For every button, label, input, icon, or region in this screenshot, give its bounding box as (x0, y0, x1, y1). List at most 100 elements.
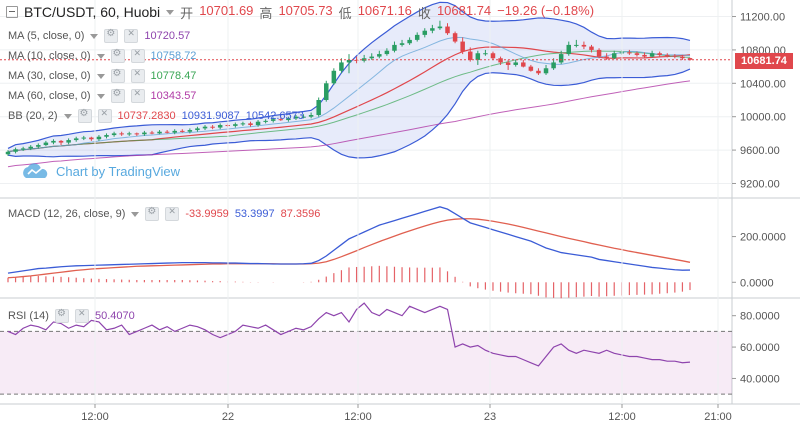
candle-body (28, 146, 33, 149)
candle-body (611, 53, 617, 59)
candle-body (498, 58, 503, 63)
time-axis-label: 12:00 (81, 411, 109, 423)
close-label: 收 (417, 5, 431, 21)
chevron-down-icon[interactable] (166, 9, 175, 15)
macd-line (7, 206, 691, 274)
chevron-down-icon[interactable] (131, 211, 140, 217)
candle-body (414, 34, 420, 40)
rsi-value: 50.4070 (94, 310, 135, 322)
close-icon[interactable] (130, 49, 145, 63)
candle-body (672, 55, 678, 57)
candle-body (490, 53, 496, 59)
candle-body (164, 131, 170, 133)
candle-body (324, 83, 329, 100)
candle-body (58, 140, 64, 143)
ma60-legend[interactable]: MA (60, close, 0) 10343.57 (8, 88, 196, 104)
time-axis-label: 12:00 (344, 411, 372, 423)
ma5-legend[interactable]: MA (5, close, 0) 10720.57 (8, 28, 190, 44)
ma60-value: 10343.57 (150, 90, 197, 102)
candle-body (270, 119, 276, 121)
change-value: −19.26 (−0.18%) (497, 2, 595, 18)
ma30-legend[interactable]: MA (30, close, 0) 10778.47 (8, 68, 196, 84)
last-price-tag: 10681.74 (735, 53, 793, 69)
candle-body (558, 54, 564, 63)
candle-body (377, 54, 382, 57)
time-axis-label: 23 (484, 411, 496, 423)
symbol-title[interactable]: BTC/USDT, 60, Huobi (24, 4, 161, 20)
rsi-band-fill (0, 331, 732, 395)
candle-body (581, 44, 587, 47)
close-icon[interactable] (74, 309, 89, 323)
candle-body (392, 44, 397, 51)
ma10-line (7, 36, 691, 153)
candle-body (483, 53, 488, 55)
candle-body (505, 62, 511, 65)
candle-body (43, 142, 49, 146)
candle-body (687, 58, 693, 60)
settings-icon[interactable] (110, 48, 125, 63)
chevron-down-icon[interactable] (90, 33, 99, 39)
candle-body (452, 33, 458, 42)
bollinger-band-fill (8, 2, 690, 158)
candle-body (202, 126, 208, 129)
chart-header: BTC/USDT, 60, Huobi 开 10701.69 高 10705.73 … (6, 3, 594, 21)
rsi-legend[interactable]: RSI (14) 50.4070 (8, 308, 135, 324)
settings-icon[interactable] (145, 206, 160, 221)
candle-body (399, 43, 405, 45)
candle-body (180, 130, 185, 132)
settings-icon[interactable] (54, 308, 69, 323)
settings-icon[interactable] (77, 108, 92, 123)
candle-body (51, 140, 56, 143)
candle-body (521, 62, 526, 67)
candle-body (437, 26, 443, 29)
ohlc-values: 开 10701.69 高 10705.73 低 10671.16 收 10681.74 … (180, 3, 594, 22)
macd-legend[interactable]: MACD (12, 26, close, 9) -33.9959 53.3997… (8, 206, 320, 222)
ma30-line (7, 50, 691, 153)
candle-body (119, 133, 124, 135)
settings-icon[interactable] (110, 68, 125, 83)
chevron-down-icon[interactable] (63, 113, 72, 119)
settings-icon[interactable] (104, 28, 119, 43)
rsi-axis-label: 40.0000 (740, 373, 780, 385)
close-icon[interactable] (130, 69, 145, 83)
candle-body (149, 132, 155, 134)
close-icon[interactable] (97, 109, 112, 123)
chevron-down-icon[interactable] (96, 73, 105, 79)
candle-body (126, 133, 132, 135)
close-icon[interactable] (124, 29, 139, 43)
low-label: 低 (338, 5, 352, 21)
settings-icon[interactable] (110, 88, 125, 103)
candle-body (263, 120, 268, 122)
ma5-name: MA (5, close, 0) (8, 30, 85, 42)
close-icon[interactable] (165, 207, 180, 221)
candle-body (5, 151, 11, 155)
ma5-value: 10720.57 (144, 30, 191, 42)
collapse-icon[interactable] (6, 6, 18, 18)
candle-body (278, 119, 284, 121)
candle-body (627, 52, 632, 54)
candle-body (172, 130, 177, 133)
candle-body (513, 62, 518, 65)
candle-body (680, 56, 685, 59)
ma10-legend[interactable]: MA (10, close, 0) 10758.72 (8, 48, 196, 64)
candle-body (157, 131, 162, 134)
rsi-axis-label: 60.0000 (740, 342, 780, 354)
chevron-down-icon[interactable] (96, 53, 105, 59)
chevron-down-icon[interactable] (96, 93, 105, 99)
candle-body (255, 121, 261, 126)
candle-body (293, 116, 299, 119)
candle-body (316, 100, 321, 116)
bb-legend[interactable]: BB (20, 2) 10737.2830 10931.9087 10542.6… (8, 108, 304, 124)
candle-body (445, 26, 450, 34)
bb-lower-value: 10542.6573 (245, 110, 304, 122)
bb-basis-value: 10737.2830 (117, 110, 176, 122)
open-label: 开 (180, 5, 194, 21)
ma60-line (7, 80, 691, 168)
candle-body (217, 125, 223, 128)
close-value: 10681.74 (436, 2, 492, 18)
tradingview-watermark: Chart by TradingView (20, 162, 180, 180)
close-icon[interactable] (130, 89, 145, 103)
candle-body (596, 49, 602, 57)
